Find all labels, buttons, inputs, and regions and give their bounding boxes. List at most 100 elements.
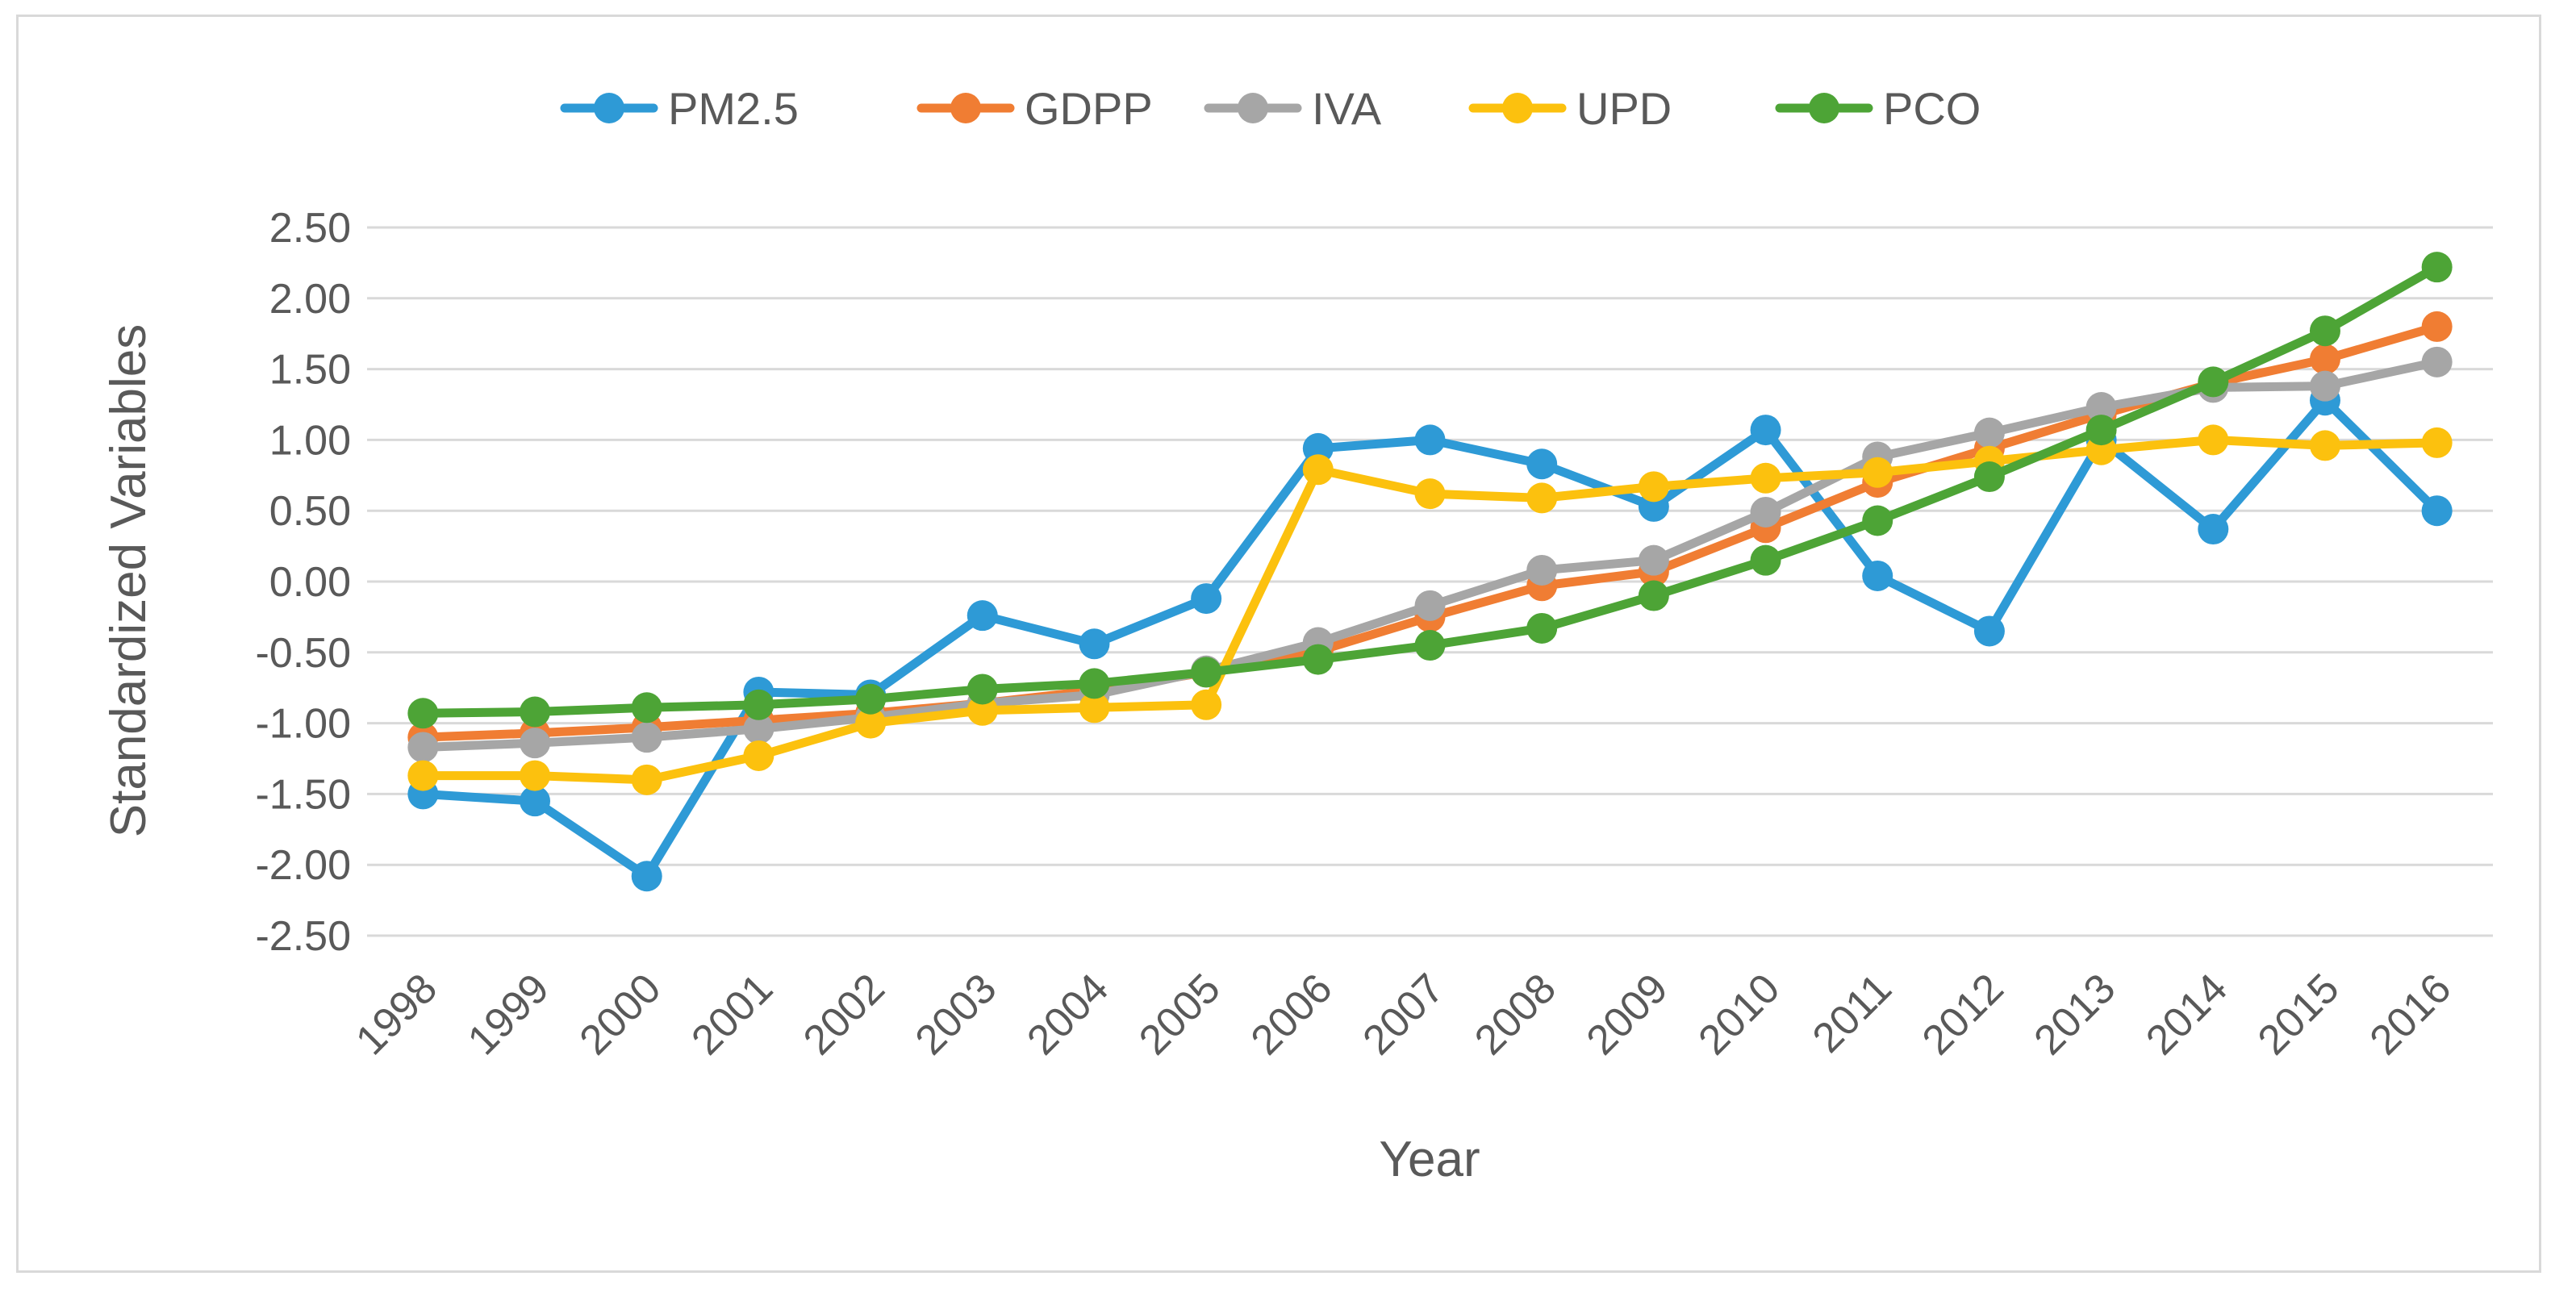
data-point — [407, 698, 439, 729]
y-axis-title: Standardized Variables — [101, 324, 157, 837]
y-tick-label: -2.00 — [255, 842, 351, 889]
data-point — [2309, 430, 2340, 461]
data-point — [1414, 424, 1446, 456]
x-tick-label: 2007 — [1354, 965, 1453, 1064]
data-point — [631, 722, 662, 753]
y-tick-label: -0.50 — [255, 630, 351, 677]
data-point — [1191, 583, 1222, 615]
x-tick-label: 2006 — [1242, 965, 1342, 1064]
data-point — [743, 740, 774, 771]
data-point — [1302, 454, 1334, 486]
data-point — [1973, 615, 2005, 647]
data-point — [1526, 448, 1558, 480]
y-tick-label: 0.50 — [269, 488, 351, 535]
data-point — [1750, 462, 1781, 494]
data-point — [1191, 657, 1222, 688]
y-tick-label: -1.50 — [255, 771, 351, 818]
gridlines — [367, 226, 2493, 937]
data-point — [2198, 366, 2229, 398]
x-tick-label: 2015 — [2249, 965, 2348, 1064]
x-tick-label: 2014 — [2137, 965, 2236, 1064]
legend-swatch-marker — [1502, 93, 1533, 123]
series-line — [418, 322, 2442, 742]
series-gdpp — [407, 311, 2453, 753]
y-tick-label: -2.50 — [255, 913, 351, 960]
data-point — [1526, 612, 1558, 644]
data-point — [855, 683, 887, 715]
data-point — [1973, 461, 2005, 493]
data-point — [2309, 315, 2340, 347]
data-point — [1079, 668, 1110, 699]
legend-item: UPD — [1468, 83, 1672, 134]
legend-label: IVA — [1312, 83, 1382, 134]
data-point — [1526, 554, 1558, 586]
y-tick-label: 1.00 — [269, 417, 351, 464]
x-tick-label: 2012 — [1914, 965, 2013, 1064]
x-tick-label: 2004 — [1018, 965, 1117, 1064]
data-point — [2198, 424, 2229, 456]
data-point — [1973, 417, 2005, 448]
x-tick-label: 2002 — [795, 965, 894, 1064]
y-axis-ticks: 2.50 2.00 1.50 1.00 0.50 0.00 -0.50 -1.00 -1.50 -… — [255, 205, 351, 960]
data-point — [2421, 252, 2453, 283]
y-tick-label: 2.50 — [269, 205, 351, 252]
legend-swatch-marker — [1809, 93, 1839, 123]
data-point — [2421, 346, 2453, 377]
x-tick-label: 2016 — [2361, 965, 2461, 1064]
legend-label: UPD — [1576, 83, 1672, 134]
data-point — [1862, 457, 1893, 488]
data-point — [631, 861, 662, 892]
legend-item: PM2.5 — [560, 83, 799, 134]
data-point — [1638, 471, 1669, 503]
data-point — [520, 786, 551, 817]
legend-swatch-marker — [1238, 93, 1268, 123]
legend-label: GDPP — [1025, 83, 1153, 134]
x-tick-label: 2001 — [683, 965, 782, 1064]
data-point — [2085, 415, 2117, 446]
legend-item: GDPP — [916, 83, 1153, 134]
data-point — [1638, 580, 1669, 611]
data-point — [1750, 496, 1781, 528]
x-tick-label: 2010 — [1689, 965, 1789, 1064]
data-point — [1862, 505, 1893, 536]
data-point — [2085, 392, 2117, 423]
legend-label: PCO — [1883, 83, 1981, 134]
data-point — [1526, 482, 1558, 514]
data-point — [1750, 544, 1781, 576]
data-point — [1862, 560, 1893, 591]
y-tick-label: 2.00 — [269, 276, 351, 323]
x-tick-label: 2003 — [907, 965, 1006, 1064]
x-tick-label: 2000 — [571, 965, 670, 1064]
x-tick-label: 1998 — [347, 965, 446, 1064]
legend-item: IVA — [1204, 83, 1382, 134]
data-point — [2421, 427, 2453, 458]
series-upd — [407, 424, 2453, 795]
data-point — [1302, 644, 1334, 675]
legend-swatch-marker — [594, 93, 624, 123]
data-point — [967, 600, 998, 632]
data-point — [1079, 692, 1110, 724]
legend-item: PCO — [1775, 83, 1981, 134]
data-point — [2309, 370, 2340, 402]
data-point — [520, 728, 551, 759]
data-point — [1414, 590, 1446, 621]
data-point — [520, 760, 551, 791]
x-tick-label: 1999 — [459, 965, 558, 1064]
x-tick-label: 2013 — [2026, 965, 2125, 1064]
chart-frame — [16, 15, 2541, 1273]
data-point — [2198, 514, 2229, 545]
data-point — [743, 689, 774, 720]
data-point — [855, 707, 887, 739]
legend-swatch-marker — [950, 93, 981, 123]
data-point — [967, 674, 998, 705]
series-pco — [407, 252, 2453, 729]
data-point — [631, 764, 662, 795]
data-point — [1414, 478, 1446, 510]
x-tick-label: 2011 — [1804, 965, 1901, 1061]
data-point — [1414, 630, 1446, 661]
x-tick-label: 2005 — [1130, 965, 1230, 1064]
x-axis-ticks: 1998 1999 2000 2001 2002 2003 2004 2005 2006 2007… — [347, 965, 2460, 1064]
x-tick-label: 2008 — [1466, 965, 1565, 1064]
data-point — [1191, 689, 1222, 720]
